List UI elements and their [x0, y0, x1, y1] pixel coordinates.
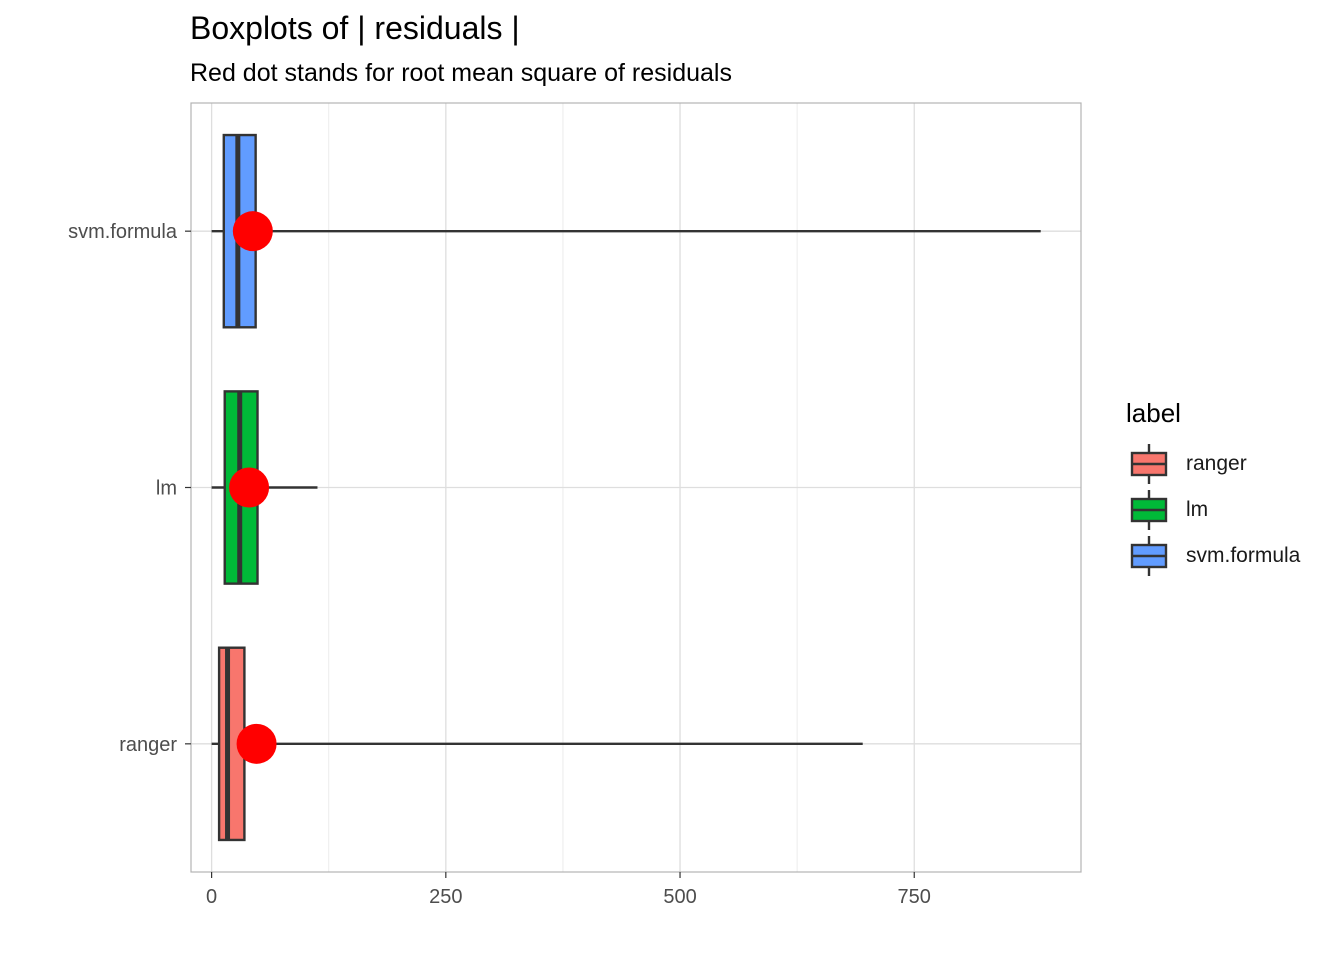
legend-label-lm: lm — [1186, 498, 1209, 521]
legend-label-svm.formula: svm.formula — [1186, 544, 1301, 567]
chart-title: Boxplots of | residuals | — [190, 10, 520, 46]
y-tick-label: svm.formula — [68, 221, 178, 243]
legend-key-svm.formula — [1126, 533, 1172, 579]
rmse-point-svm.formula — [232, 211, 273, 252]
x-tick-label: 750 — [898, 886, 931, 908]
y-tick-label: lm — [156, 478, 177, 500]
legend-key-ranger — [1126, 441, 1172, 487]
x-tick-label: 250 — [429, 886, 462, 908]
rmse-point-ranger — [236, 723, 277, 764]
axes: 0 250 500 750 ranger lm svm.formula — [68, 221, 931, 908]
x-tick-label: 0 — [206, 886, 217, 908]
rmse-point-lm — [229, 467, 270, 508]
boxes — [211, 133, 1041, 842]
grid-lines — [191, 103, 1081, 872]
legend-label-ranger: ranger — [1186, 452, 1247, 475]
x-tick-label: 500 — [663, 886, 696, 908]
y-tick-label: ranger — [119, 734, 177, 756]
legend-title: label — [1126, 398, 1181, 428]
chart-subtitle: Red dot stands for root mean square of r… — [190, 59, 732, 87]
legend-key-lm — [1126, 487, 1172, 533]
